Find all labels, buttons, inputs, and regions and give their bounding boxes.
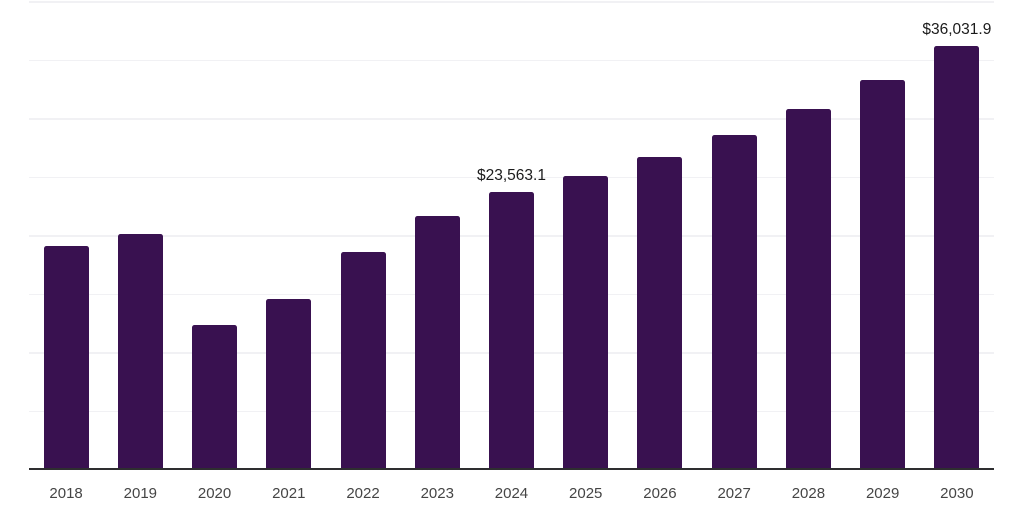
bar-2027 (711, 134, 757, 468)
x-tick-label-2028: 2028 (791, 485, 826, 502)
bar-2018 (43, 245, 89, 468)
x-tick-label-2021: 2021 (272, 485, 306, 502)
x-axis-line (29, 468, 994, 470)
gridline (29, 176, 994, 178)
x-tick-label-2018: 2018 (49, 485, 83, 502)
bar-2022 (340, 252, 386, 468)
value-label-2024: $23,563.1 (476, 167, 546, 185)
gridline (29, 118, 994, 120)
x-tick-label-2023: 2023 (420, 485, 454, 502)
bar-2026 (637, 157, 683, 468)
bar-2023 (414, 215, 460, 468)
x-tick-label-2029: 2029 (865, 485, 900, 502)
x-tick-label-2025: 2025 (569, 485, 603, 502)
x-tick-label-2020: 2020 (197, 485, 232, 502)
bar-2021 (266, 298, 312, 468)
x-tick-label-2027: 2027 (717, 485, 751, 502)
bar-2019 (117, 233, 163, 468)
bar-2029 (860, 79, 906, 468)
x-tick-label-2019: 2019 (123, 485, 158, 502)
x-tick-label-2024: 2024 (494, 485, 529, 502)
x-tick-label-2022: 2022 (346, 485, 380, 502)
bar-2020 (192, 324, 238, 468)
bar-2025 (563, 175, 609, 468)
bar-2030 (934, 46, 980, 468)
bar-2024 (488, 192, 534, 468)
x-tick-label-2026: 2026 (643, 485, 677, 502)
bar-2028 (785, 108, 831, 468)
x-tick-label-2030: 2030 (940, 485, 974, 502)
plot-area (29, 0, 994, 470)
value-label-2030: $36,031.9 (922, 21, 992, 39)
gridline (29, 1, 994, 3)
gridline (29, 59, 994, 61)
